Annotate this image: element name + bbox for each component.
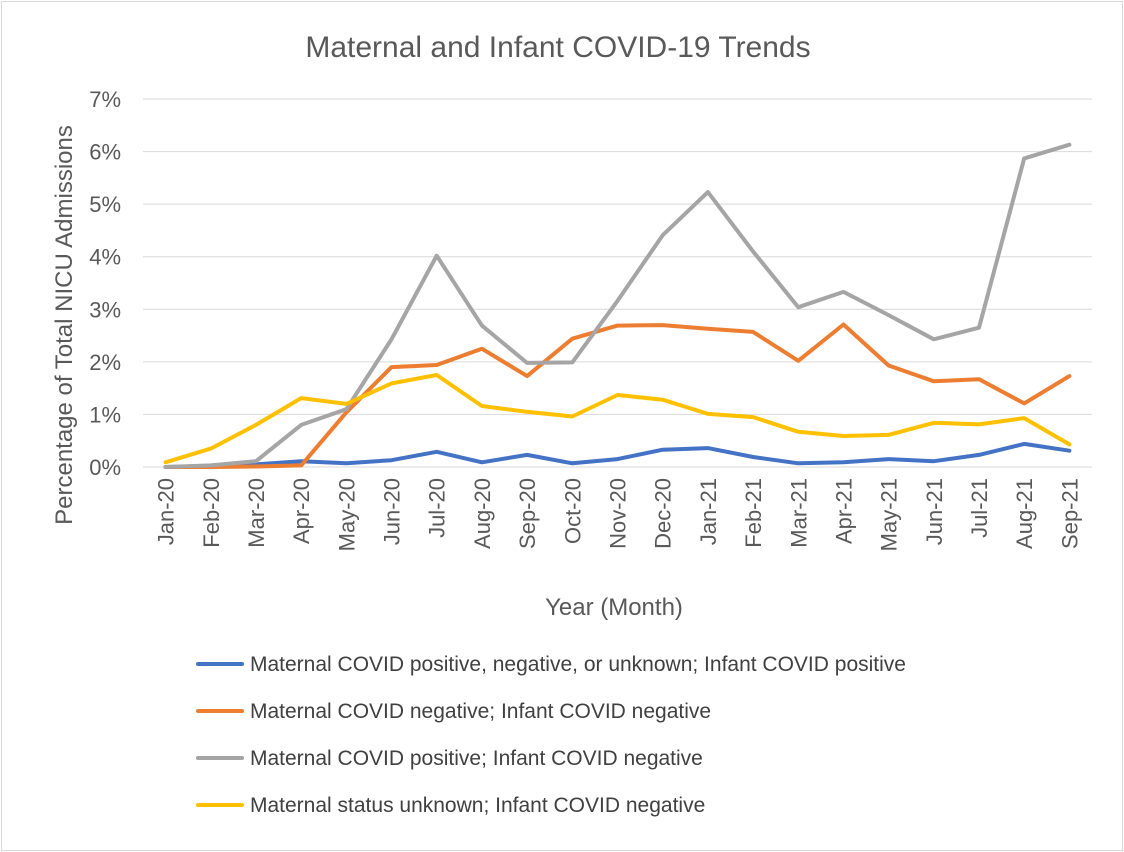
x-tick-label: Aug-20 (470, 478, 495, 549)
x-tick-label: Jun-21 (922, 478, 947, 545)
y-tick-label: 3% (89, 297, 121, 322)
legend: Maternal COVID positive, negative, or un… (196, 653, 906, 817)
x-tick-label: Jul-21 (967, 478, 992, 538)
x-tick-label: Apr-21 (831, 478, 856, 544)
y-tick-label: 4% (89, 245, 121, 270)
y-axis-ticks: 0% 1% 2% 3% 4% 5% 6% 7% (89, 87, 121, 480)
y-tick-label: 2% (89, 350, 121, 375)
gridlines (143, 98, 1092, 468)
y-tick-label: 6% (89, 140, 121, 165)
x-tick-label: Nov-20 (606, 478, 631, 549)
x-tick-label: Aug-21 (1012, 478, 1037, 549)
series-line-3 (163, 142, 1072, 469)
x-tick-label: Jun-20 (380, 478, 405, 545)
x-tick-label: Feb-21 (741, 478, 766, 548)
legend-label-4: Maternal status unknown; Infant COVID ne… (250, 794, 705, 817)
x-axis-title: Year (Month) (545, 594, 683, 621)
x-tick-label: Apr-20 (289, 478, 314, 544)
x-tick-label: Dec-20 (651, 478, 676, 549)
y-tick-label: 5% (89, 192, 121, 217)
x-axis-ticks: Jan-20 Feb-20 Mar-20 Apr-20 May-20 Jun-20 Jul-… (154, 478, 1083, 551)
x-tick-label: Mar-20 (244, 478, 269, 548)
x-tick-label: Jan-21 (696, 478, 721, 545)
x-tick-label: Oct-20 (560, 478, 585, 544)
x-tick-label: Jul-20 (425, 478, 450, 538)
x-tick-label: May-21 (877, 478, 902, 551)
y-axis-title: Percentage of Total NICU Admissions (51, 125, 78, 525)
legend-label-3: Maternal COVID positive; Infant COVID ne… (250, 747, 703, 770)
series-line-1 (163, 441, 1072, 469)
x-tick-label: Feb-20 (199, 478, 224, 548)
x-tick-label: May-20 (334, 478, 359, 551)
series-line-4 (163, 373, 1072, 465)
chart-title: Maternal and Infant COVID-19 Trends (305, 31, 810, 64)
y-tick-label: 0% (89, 455, 121, 480)
series-lines (163, 142, 1072, 469)
y-tick-label: 1% (89, 402, 121, 427)
x-tick-label: Sep-20 (515, 478, 540, 549)
legend-label-2: Maternal COVID negative; Infant COVID ne… (250, 700, 711, 723)
x-tick-label: Jan-20 (154, 478, 179, 545)
x-tick-label: Mar-21 (786, 478, 811, 548)
legend-label-1: Maternal COVID positive, negative, or un… (250, 653, 906, 676)
series-line-2 (163, 322, 1072, 469)
x-tick-label: Sep-21 (1057, 478, 1082, 549)
y-tick-label: 7% (89, 87, 121, 112)
